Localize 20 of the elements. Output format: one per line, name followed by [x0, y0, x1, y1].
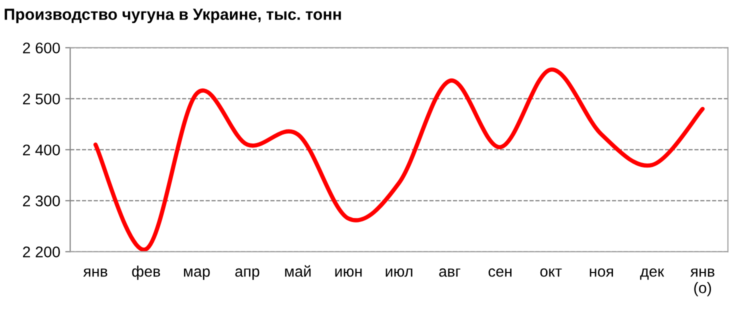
- x-tick-label: июн: [335, 268, 362, 277]
- x-tick-label: янв (о): [690, 268, 714, 296]
- y-tick-label: 2 200: [23, 246, 60, 258]
- y-tick-label: 2 400: [23, 144, 60, 156]
- chart-title: Производство чугуна в Украине, тыс. тонн: [4, 8, 341, 24]
- x-tick-label: дек: [640, 268, 664, 280]
- line-series: [93, 68, 705, 252]
- x-tick-label: ноя: [590, 268, 613, 277]
- x-tick-label: янв: [83, 268, 108, 277]
- x-tick-label: июл: [386, 268, 412, 277]
- y-tick-label: 2 600: [23, 42, 60, 54]
- x-tick-label: авг: [439, 268, 460, 277]
- x-tick-label: мар: [184, 268, 210, 280]
- x-tick-label: сен: [488, 268, 512, 277]
- y-tick-label: 2 300: [23, 196, 60, 206]
- x-tick-label: окт: [540, 268, 562, 277]
- y-tick-label: 2 500: [23, 94, 60, 104]
- x-tick-label: май: [285, 265, 311, 277]
- x-tick-label: фев: [132, 266, 160, 280]
- x-tick-label: апр: [235, 268, 260, 280]
